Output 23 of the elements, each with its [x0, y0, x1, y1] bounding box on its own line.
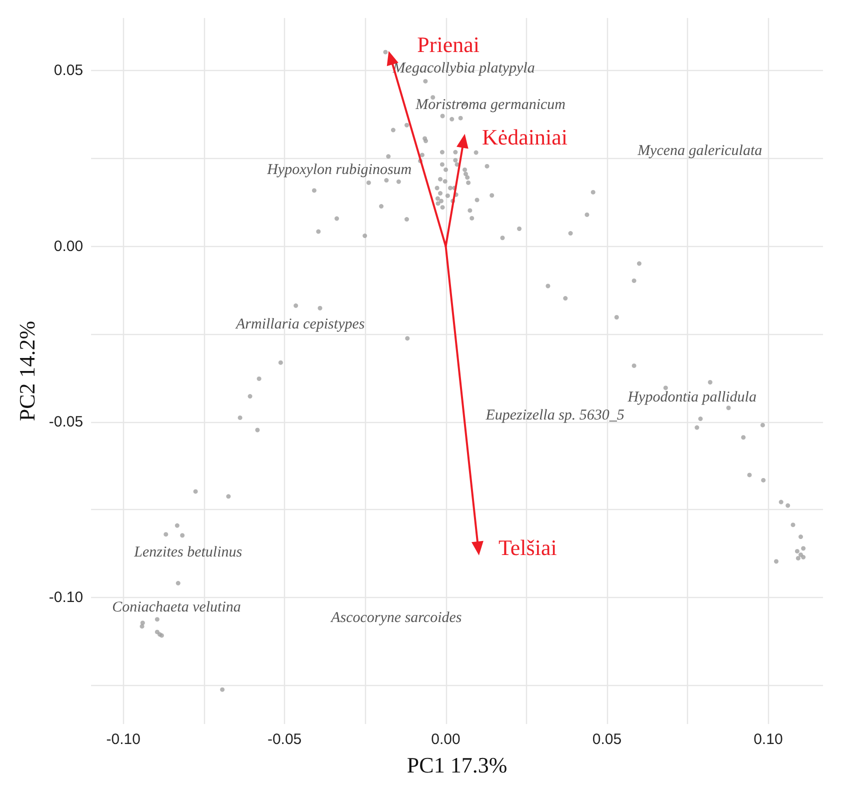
annotation: Coniachaeta velutina — [112, 599, 241, 616]
annotation: Lenzites betulinus — [133, 544, 242, 561]
annotation: Telšiai — [498, 535, 557, 560]
x-tick-label: -0.10 — [106, 731, 140, 748]
annotation: Moristroma germanicum — [414, 96, 566, 113]
y-axis-title: PC2 14.2% — [14, 320, 40, 422]
y-tick-label: 0.05 — [54, 62, 84, 80]
y-tick-label: 0.00 — [54, 238, 84, 255]
x-tick-label: 0.10 — [754, 731, 783, 748]
y-tick-label: -0.05 — [48, 413, 84, 430]
annotation: Kėdainiai — [482, 124, 568, 150]
x-axis-title: PC1 17.3% — [406, 752, 508, 778]
annotation: Prienai — [417, 32, 480, 57]
annotation: Ascocoryne sarcoides — [330, 610, 462, 626]
y-tick-label: -0.10 — [48, 589, 84, 606]
annotation: Hypodontia pallidula — [626, 390, 756, 406]
annotation: Eupezizella sp. 5630_5 — [484, 407, 625, 424]
x-tick-label: 0.00 — [431, 731, 460, 748]
annotation: Hypoxylon rubiginosum — [266, 162, 412, 178]
x-tick-label: -0.05 — [267, 731, 302, 748]
x-tick-label: 0.05 — [592, 731, 622, 748]
annotation: Mycena galericulata — [636, 142, 762, 159]
annotation: Armillaria cepistypes — [234, 316, 365, 332]
